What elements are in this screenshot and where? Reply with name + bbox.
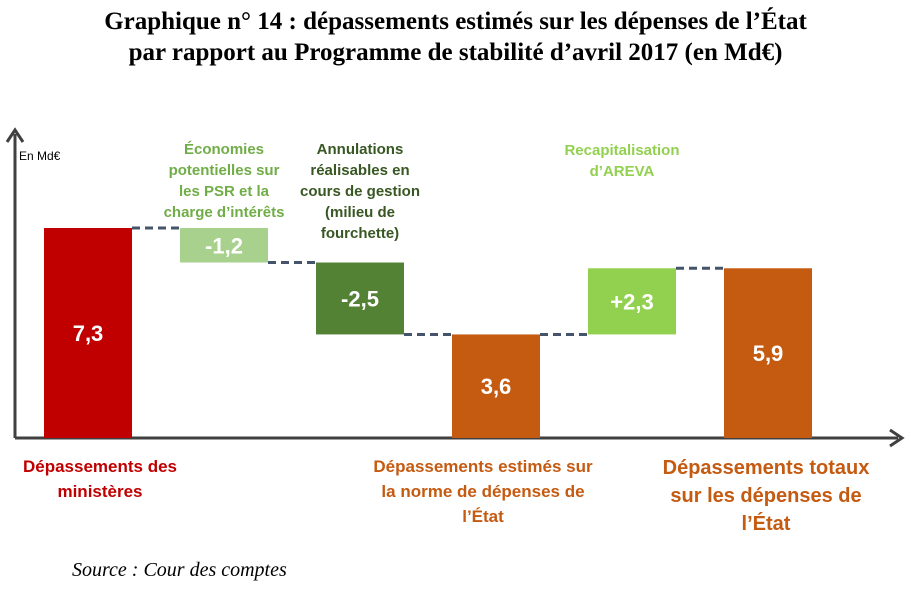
- bar-value-label: -2,5: [341, 286, 379, 311]
- bar-value-label: 7,3: [73, 321, 104, 346]
- chart-title-line-2: par rapport au Programme de stabilité d’…: [128, 39, 783, 66]
- bar-annotation: Annulations réalisables en cours de gestio…: [300, 141, 420, 242]
- bar-value-label: +2,3: [610, 289, 653, 314]
- bar-annotation: Recapitalisation d’AREVA: [564, 142, 679, 180]
- y-axis-arrow-icon: [5, 127, 25, 143]
- category-label: Dépassements estimés sur la norme de dépe…: [373, 457, 593, 526]
- bar-annotation: Économies potentielles sur les PSR et la ch…: [164, 141, 285, 221]
- x-axis-arrow-icon: [889, 428, 905, 448]
- bar-value-label: 5,9: [753, 341, 784, 366]
- bar: [44, 228, 132, 438]
- chart-title: Graphique n° 14 : dépassements estimés s…: [0, 6, 911, 68]
- bar: [316, 262, 404, 335]
- y-axis-unit-label: En Md€: [19, 149, 61, 163]
- category-label: Dépassements des ministères: [23, 457, 177, 501]
- bar: [588, 268, 676, 335]
- source-note: Source : Cour des comptes: [72, 559, 287, 581]
- bar-value-label: -1,2: [205, 233, 243, 258]
- chart-title-line-1: Graphique n° 14 : dépassements estimés s…: [104, 8, 807, 35]
- category-label: Dépassements totaux sur les dépenses de l’…: [663, 457, 870, 535]
- bar: [452, 334, 540, 438]
- bar: [724, 268, 812, 438]
- bar-value-label: 3,6: [481, 374, 512, 399]
- bar: [180, 228, 268, 263]
